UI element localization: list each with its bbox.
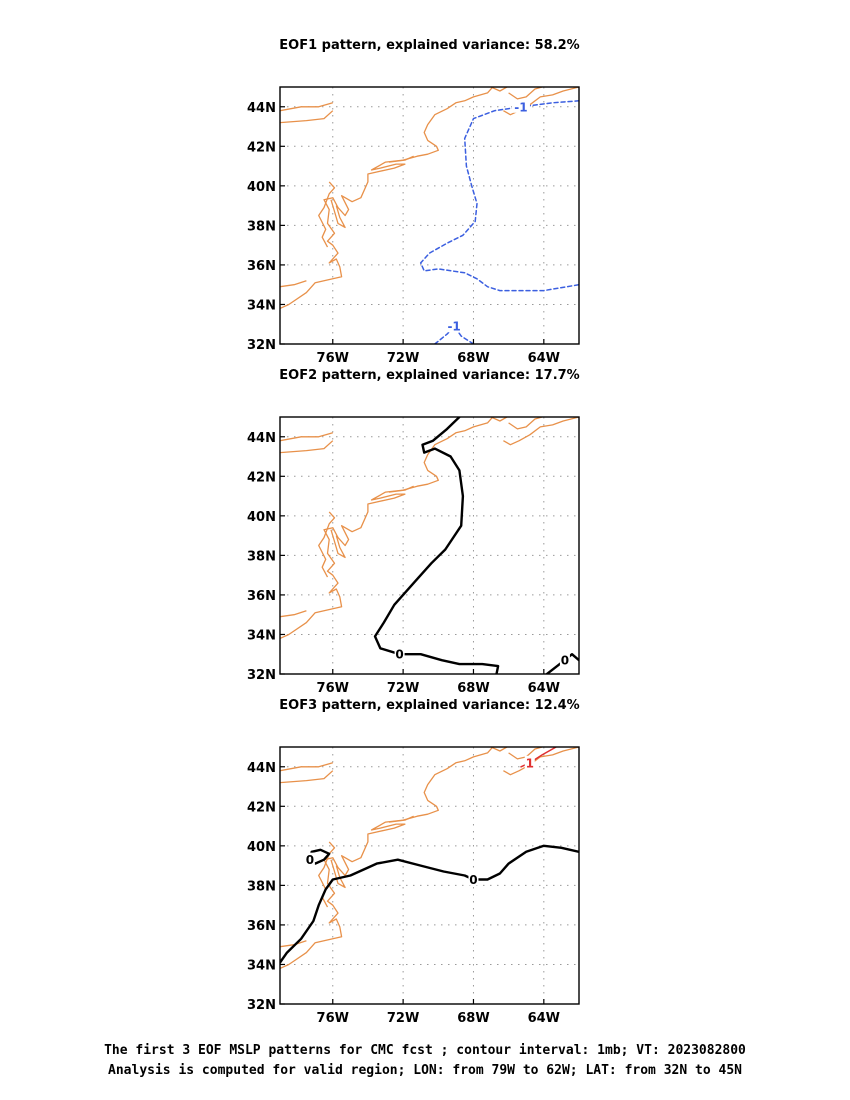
coastline bbox=[280, 110, 334, 124]
caption-line-1: The first 3 EOF MSLP patterns for CMC fc… bbox=[104, 1043, 746, 1058]
lat-tick-label: 34N bbox=[247, 958, 276, 973]
lon-tick-label: 68W bbox=[457, 1011, 489, 1026]
contour-label-bg bbox=[468, 872, 479, 886]
contour-label: 0 bbox=[469, 873, 477, 887]
lon-tick-label: 76W bbox=[317, 1011, 349, 1026]
coastline bbox=[280, 440, 334, 454]
lon-tick-label: 76W bbox=[317, 681, 349, 696]
coastline bbox=[388, 155, 414, 163]
coastline bbox=[503, 747, 579, 776]
lon-tick-label: 68W bbox=[457, 351, 489, 366]
coastline bbox=[490, 87, 508, 92]
contour-label-bg bbox=[524, 755, 535, 769]
contour-label-bg bbox=[394, 647, 405, 661]
lon-tick-label: 72W bbox=[387, 681, 419, 696]
contour-label-bg bbox=[511, 99, 530, 113]
coastline-layer bbox=[280, 417, 579, 639]
coastline bbox=[490, 747, 508, 752]
coastline-layer bbox=[280, 87, 579, 309]
lat-tick-label: 36N bbox=[247, 259, 276, 274]
lon-tick-label: 72W bbox=[387, 351, 419, 366]
map-panel-3: EOF3 pattern, explained variance: 12.4% 0… bbox=[247, 698, 580, 1026]
map-panel-1: EOF1 pattern, explained variance: 58.2% -… bbox=[247, 38, 580, 366]
coastline bbox=[318, 511, 336, 578]
lat-tick-label: 40N bbox=[247, 510, 276, 525]
coastline bbox=[280, 102, 333, 112]
panel-title: EOF1 pattern, explained variance: 58.2% bbox=[279, 38, 579, 53]
coastline bbox=[280, 432, 333, 442]
panel-title: EOF2 pattern, explained variance: 17.7% bbox=[279, 368, 579, 383]
lat-tick-label: 34N bbox=[247, 628, 276, 643]
contour-label: 1 bbox=[526, 756, 534, 770]
coastline bbox=[330, 529, 346, 559]
caption-line-2: Analysis is computed for valid region; L… bbox=[108, 1063, 742, 1078]
map-frame bbox=[279, 86, 580, 345]
lat-tick-label: 36N bbox=[247, 919, 276, 934]
coastline bbox=[388, 485, 414, 493]
map-frame bbox=[279, 416, 580, 675]
lat-tick-label: 44N bbox=[247, 101, 276, 116]
coastline bbox=[280, 87, 494, 309]
coastline bbox=[508, 87, 543, 100]
lat-tick-label: 38N bbox=[247, 219, 276, 234]
lat-tick-label: 32N bbox=[247, 998, 276, 1013]
coastline bbox=[490, 417, 508, 422]
lat-tick-label: 32N bbox=[247, 668, 276, 683]
contour-label-bg bbox=[304, 852, 315, 866]
coastline bbox=[280, 762, 333, 772]
coastline bbox=[503, 417, 579, 446]
lat-tick-label: 36N bbox=[247, 589, 276, 604]
lat-tick-label: 44N bbox=[247, 431, 276, 446]
lon-tick-label: 64W bbox=[528, 1011, 560, 1026]
coastline bbox=[330, 199, 346, 229]
contour-label: -1 bbox=[514, 100, 527, 114]
contour-layer: -1 -1 bbox=[419, 99, 579, 344]
lat-tick-label: 40N bbox=[247, 840, 276, 855]
contour-label-bg bbox=[559, 653, 570, 667]
lon-tick-label: 76W bbox=[317, 351, 349, 366]
zero-contour bbox=[308, 848, 331, 865]
map-frame bbox=[279, 746, 580, 1005]
lat-tick-label: 38N bbox=[247, 549, 276, 564]
lat-tick-label: 42N bbox=[247, 800, 276, 815]
lat-tick-label: 42N bbox=[247, 140, 276, 155]
coastline bbox=[503, 87, 579, 116]
coastline bbox=[508, 417, 543, 430]
lat-tick-label: 42N bbox=[247, 470, 276, 485]
coastline bbox=[280, 770, 334, 784]
negative-contour bbox=[419, 100, 579, 292]
contour-label-bg bbox=[445, 319, 464, 333]
coastline bbox=[318, 181, 336, 248]
lat-tick-label: 34N bbox=[247, 298, 276, 313]
zero-contour bbox=[280, 844, 579, 964]
contour-label: -1 bbox=[447, 320, 460, 334]
contour-label: 0 bbox=[561, 654, 569, 668]
coastline bbox=[280, 747, 494, 969]
lon-tick-label: 72W bbox=[387, 1011, 419, 1026]
lat-tick-label: 38N bbox=[247, 879, 276, 894]
coastline bbox=[330, 859, 346, 889]
lon-tick-label: 64W bbox=[528, 681, 560, 696]
contour-label: 0 bbox=[395, 648, 403, 662]
coastline bbox=[388, 815, 414, 823]
coastline bbox=[280, 280, 307, 288]
zero-contour bbox=[373, 417, 500, 674]
coastline bbox=[280, 610, 307, 618]
lat-tick-label: 40N bbox=[247, 180, 276, 195]
lon-tick-label: 68W bbox=[457, 681, 489, 696]
lat-tick-label: 44N bbox=[247, 761, 276, 776]
lon-tick-label: 64W bbox=[528, 351, 560, 366]
eof-panels: EOF1 pattern, explained variance: 58.2% -… bbox=[247, 38, 580, 1026]
contour-layer: 0 0 1 bbox=[280, 747, 579, 964]
coastline bbox=[280, 417, 494, 639]
lat-tick-label: 32N bbox=[247, 338, 276, 353]
panel-title: EOF3 pattern, explained variance: 12.4% bbox=[279, 698, 579, 713]
contour-label: 0 bbox=[306, 853, 314, 867]
map-panel-2: EOF2 pattern, explained variance: 17.7% 0… bbox=[247, 368, 580, 696]
negative-contour bbox=[434, 325, 475, 344]
